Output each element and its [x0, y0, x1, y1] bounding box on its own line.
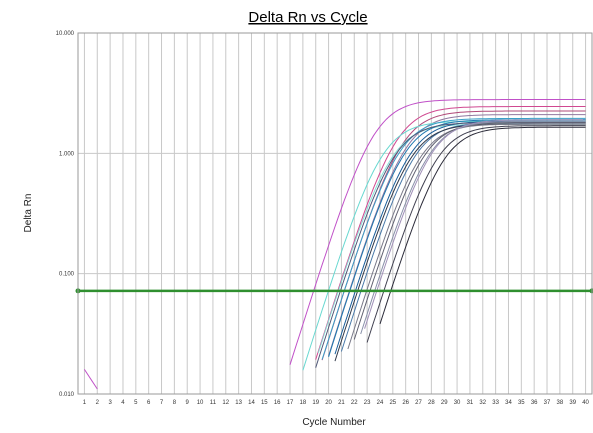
amplification-curve: [315, 122, 586, 368]
x-tick-label: 5: [134, 400, 138, 406]
x-tick-label: 16: [274, 400, 281, 406]
x-tick-label: 9: [186, 400, 190, 406]
x-tick-label: 40: [582, 400, 589, 406]
x-tick-label: 34: [505, 400, 512, 406]
x-tick-label: 24: [377, 400, 384, 406]
amplification-curve: [321, 110, 586, 361]
x-tick-label: 7: [160, 400, 164, 406]
amplification-curve: [347, 123, 586, 350]
x-tick-label: 19: [312, 400, 319, 406]
x-tick-label: 18: [300, 400, 307, 406]
amplification-curve: [340, 122, 586, 352]
x-tick-label: 17: [287, 400, 294, 406]
x-tick-label: 12: [222, 400, 229, 406]
x-axis-title: Cycle Number: [302, 417, 366, 428]
x-tick-label: 36: [531, 400, 538, 406]
x-tick-label: 38: [557, 400, 564, 406]
x-tick-label: 14: [248, 400, 255, 406]
amplification-curve: [334, 120, 586, 355]
x-tick-label: 28: [428, 400, 435, 406]
x-tick-label: 32: [479, 400, 486, 406]
x-tick-label: 30: [454, 400, 461, 406]
x-tick-label: 21: [338, 400, 345, 406]
amplification-curve: [364, 119, 583, 329]
y-tick-labels: 10.000 1.000 0.100 0.010: [56, 31, 75, 398]
x-tick-label: 39: [569, 400, 576, 406]
x-tick-label: 37: [544, 400, 551, 406]
grid-layer: [78, 32, 592, 395]
amplification-curves: [83, 99, 586, 390]
x-tick-label: 33: [492, 400, 499, 406]
y-tick-label: 0.010: [59, 392, 75, 398]
amplification-curve: [328, 114, 586, 356]
x-tick-label: 35: [518, 400, 525, 406]
x-tick-label: 29: [441, 400, 448, 406]
x-tick-label: 20: [325, 400, 332, 406]
x-tick-label: 10: [197, 400, 204, 406]
x-tick-label: 11: [210, 400, 217, 406]
early-curve-segment: [83, 369, 98, 390]
x-tick-label: 22: [351, 400, 358, 406]
x-tick-label: 8: [173, 400, 177, 406]
x-tick-label: 1: [83, 400, 87, 406]
y-tick-label: 1.000: [59, 151, 75, 157]
amplification-curve: [379, 126, 586, 325]
x-tick-label: 25: [389, 400, 396, 406]
x-tick-label: 26: [402, 400, 409, 406]
y-axis-title: Delta Rn: [23, 194, 34, 233]
y-tick-label: 0.100: [59, 272, 75, 278]
plot-frame: [77, 32, 593, 395]
amplification-curve: [315, 106, 586, 360]
x-tick-label: 13: [235, 400, 242, 406]
x-tick-label: 27: [415, 400, 422, 406]
x-tick-label: 31: [467, 400, 474, 406]
x-tick-label: 4: [121, 400, 125, 406]
x-tick-labels: 1 2 3 4 5 6 7 8 9 10 11 12 13 14 15 16 17 18 19 20 21 22 23 24 2…: [83, 400, 590, 406]
x-tick-label: 3: [108, 400, 112, 406]
amplification-curve: [321, 117, 586, 360]
y-tick-label: 10.000: [56, 31, 75, 37]
amplification-curve: [360, 120, 586, 335]
x-tick-label: 15: [261, 400, 268, 406]
x-tick-label: 23: [364, 400, 371, 406]
amplification-curve: [366, 125, 586, 343]
amplification-curve: [289, 99, 586, 365]
chart-title: Delta Rn vs Cycle: [248, 9, 367, 26]
x-tick-label: 2: [96, 400, 100, 406]
x-tick-label: 6: [147, 400, 151, 406]
